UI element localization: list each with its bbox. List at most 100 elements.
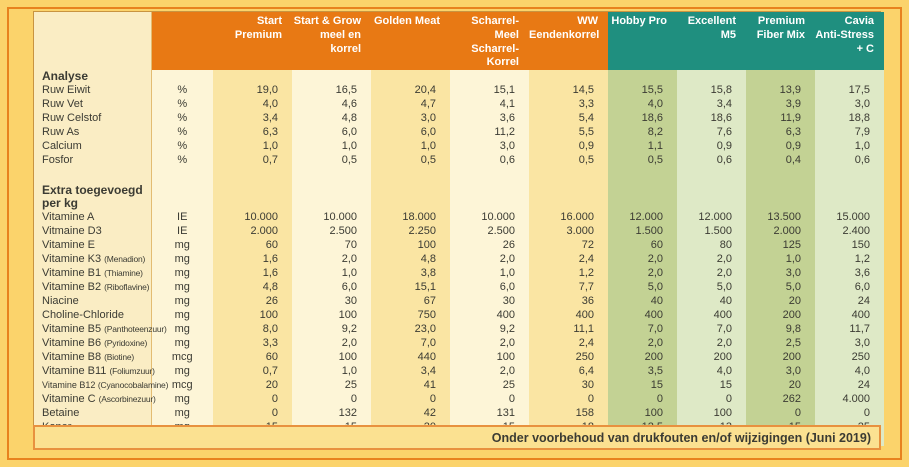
row-label-sub: (Pyridoxine) [104,338,148,348]
value-cell: 1.500 [608,224,677,238]
value-cell: 0,6 [677,153,746,167]
value-cell: 15,5 [608,83,677,97]
row-label-cell: Vitamine B5 (Panthoteenzuur) [34,322,167,336]
value-cell: 0,5 [292,153,371,167]
product-header-line: Excellent M5 [687,15,736,41]
value-cell: 100 [608,406,677,420]
value-cell: 18.000 [371,210,450,224]
row-label-cell: Betaine [34,406,152,420]
row-label-cell: Choline-Chloride [34,308,152,322]
value-cell: 4,8 [292,111,371,125]
value-cell: 3,4 [213,111,292,125]
value-cell: 100 [677,406,746,420]
row-label-cell: Ruw As [34,125,152,139]
empty-cell [529,184,608,210]
value-cell: 17,5 [815,83,884,97]
value-cell: 158 [529,406,608,420]
value-cell: 60 [608,238,677,252]
row-label: Ruw Eiwit [42,84,91,96]
section-spacer-row [34,167,884,184]
value-cell: 100 [292,350,371,364]
value-cell: 15.000 [815,210,884,224]
row-unit-cell: % [151,125,213,139]
row-unit-cell: % [151,139,213,153]
value-cell: 0,9 [746,139,815,153]
value-cell: 15 [677,378,746,392]
table-row: Vitamine B1 (Thiamine) mg 1,6 1,0 3,8 1,0 1,2 2… [34,266,884,280]
row-label: Vitamine K3 [42,253,102,265]
row-label: Vitamine B2 [42,281,102,293]
value-cell: 2,0 [292,336,371,350]
product-column-header-7: Excellent M5 [677,12,746,70]
value-cell: 2,4 [529,252,608,266]
empty-cell [292,167,371,184]
value-cell: 1,1 [608,139,677,153]
row-label-sub: (Menadion) [104,254,146,264]
value-cell: 0 [815,406,884,420]
section-heading-line: Analyse [42,69,89,83]
feed-analysis-panel: Start Premium Start & Grow meel en korrel G… [33,11,884,446]
value-cell: 1,0 [292,266,371,280]
value-cell: 1,6 [213,252,292,266]
value-cell: 2,4 [529,336,608,350]
row-label-sub: (Biotine) [104,352,135,362]
value-cell: 15 [608,378,677,392]
value-cell: 4.000 [815,392,884,406]
value-cell: 70 [292,238,371,252]
value-cell: 0,9 [677,139,746,153]
product-column-header-3: Golden Meat [371,12,450,70]
table-row: Vitmaine D3 IE 2.000 2.500 2.250 2.500 3.000 1.… [34,224,884,238]
value-cell: 14,5 [529,83,608,97]
value-cell: 16.000 [529,210,608,224]
row-label-cell: Vitamine B11 (Foliumzuur) [34,364,155,378]
row-unit-cell: mg [151,392,213,406]
row-label: Vitamine C [42,393,96,405]
value-cell: 30 [450,294,529,308]
row-label-sub: (Panthoteenzuur) [104,324,167,334]
value-cell: 1,0 [746,252,815,266]
value-cell: 12.000 [608,210,677,224]
row-label-cell: Vitamine B8 (Biotine) [34,350,152,364]
value-cell: 11,9 [746,111,815,125]
value-cell: 25 [292,378,371,392]
product-header-line: Premium [757,15,805,27]
row-label: Vitamine B11 [42,365,107,377]
value-cell: 132 [292,406,371,420]
value-cell: 6,0 [292,280,371,294]
value-cell: 41 [371,378,450,392]
value-cell: 10.000 [213,210,292,224]
empty-cell [815,167,884,184]
value-cell: 0,6 [450,153,529,167]
value-cell: 4,0 [815,364,884,378]
empty-cell [292,70,371,83]
empty-cell [529,70,608,83]
value-cell: 100 [213,308,292,322]
row-unit-cell: mg [151,336,213,350]
value-cell: 100 [450,350,529,364]
value-cell: 4,0 [608,97,677,111]
value-cell: 400 [608,308,677,322]
value-cell: 400 [450,308,529,322]
product-header-line: WW [577,15,598,27]
unit-column-header [151,12,213,70]
header-corner-cell [34,12,152,70]
value-cell: 131 [450,406,529,420]
value-cell: 3,6 [815,266,884,280]
value-cell: 2,5 [746,336,815,350]
section-heading-line: per kg [42,196,79,210]
product-column-header-2: Start & Grow meel en korrel [292,12,371,70]
value-cell: 2.400 [815,224,884,238]
row-label: Vitamine B1 [42,267,102,279]
section-heading-row: Extra toegevoegd per kg [34,184,884,210]
product-header-line: Cavia [844,15,874,27]
row-label: Fosfor [42,154,74,166]
value-cell: 3,6 [450,111,529,125]
row-label-cell [34,167,152,184]
product-header-line: Scharrel-Korrel [471,42,519,69]
value-cell: 10.000 [292,210,371,224]
row-unit-cell [151,167,213,184]
value-cell: 72 [529,238,608,252]
value-cell: 4,8 [213,280,292,294]
value-cell: 15,8 [677,83,746,97]
